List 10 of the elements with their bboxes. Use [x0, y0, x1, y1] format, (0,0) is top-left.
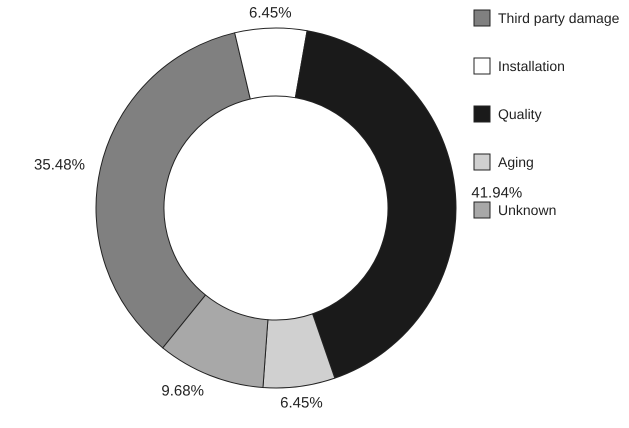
legend-label: Quality — [498, 106, 542, 122]
data-label: 6.45% — [280, 394, 323, 412]
legend-label: Installation — [498, 58, 565, 74]
data-label: 41.94% — [471, 184, 522, 202]
data-label: 9.68% — [161, 382, 204, 400]
data-label: 6.45% — [249, 4, 292, 22]
legend-label: Third party damage — [498, 10, 620, 26]
legend-label: Aging — [498, 154, 534, 170]
legend-label: Unknown — [498, 202, 556, 218]
data-label: 35.48% — [34, 156, 85, 174]
